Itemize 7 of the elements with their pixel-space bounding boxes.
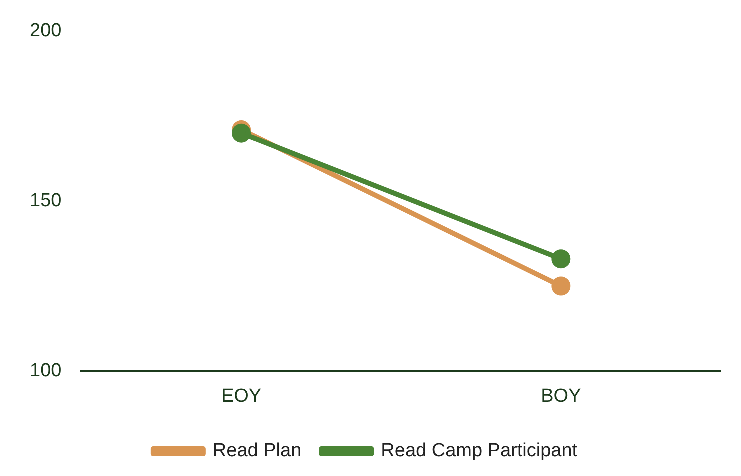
y-tick-label: 200 bbox=[30, 20, 62, 42]
legend-label: Read Plan bbox=[212, 440, 302, 462]
y-tick-label: 150 bbox=[30, 190, 62, 212]
legend-label: Read Camp Participant bbox=[381, 440, 578, 462]
y-tick-label: 100 bbox=[30, 360, 62, 382]
x-tick-label: EOY bbox=[221, 386, 262, 407]
x-tick-label: BOY bbox=[541, 386, 582, 407]
